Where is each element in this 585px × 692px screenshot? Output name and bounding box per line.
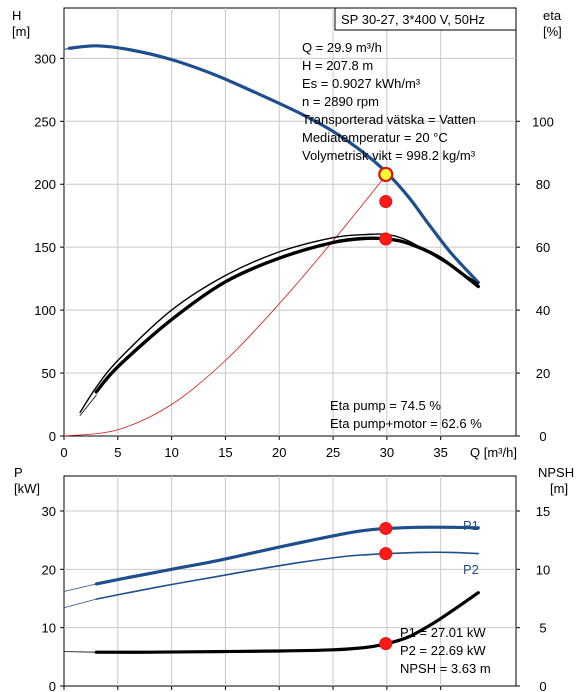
top-series-eta-pump-ext <box>79 394 97 416</box>
x-axis-label: Q [m³/h] <box>470 445 517 460</box>
bottom-right-axis-label-line2: [m] <box>550 481 568 496</box>
bottom-plot: 0 10 20 30 0 5 10 15 P [kW] NPSH [m] P1 P2 P1 =… <box>14 465 574 692</box>
left-tick-label: 20 <box>42 562 56 577</box>
top-series <box>63 44 480 437</box>
duty-temperature: Mediatemperatur = 20 °C <box>302 130 448 145</box>
legend-p2: P2 <box>463 562 479 577</box>
left-tick-label: 10 <box>42 621 56 636</box>
legend-p1: P1 <box>463 518 479 533</box>
right-tick-label: 20 <box>536 366 550 381</box>
right-tick-label: 80 <box>536 177 550 192</box>
x-tick-label: 5 <box>114 445 121 460</box>
x-tick-label: 25 <box>326 445 340 460</box>
top-series-head-extension <box>63 47 70 50</box>
top-left-axis-label-line2: [m] <box>12 24 30 39</box>
p2-value-text: P2 = 22.69 kW <box>400 643 486 658</box>
top-right-axis-label-line2: [%] <box>543 24 562 39</box>
right-tick-label: 0 <box>539 429 546 444</box>
right-tick-label: 5 <box>539 621 546 636</box>
top-series-eta-pump-motor <box>94 236 480 394</box>
eta-pump-text: Eta pump = 74.5 % <box>330 398 441 413</box>
top-plot: 0 5 10 15 20 25 30 35 0 50 100 150 200 250 300 0 20 40 60 8… <box>12 7 562 460</box>
left-tick-label: 50 <box>42 366 56 381</box>
top-series-eta-pump <box>79 233 479 414</box>
bottom-operating-point-1 <box>379 521 393 535</box>
right-tick-label: 60 <box>536 240 550 255</box>
top-right-axis-label-line1: eta <box>543 8 562 23</box>
bottom-series <box>63 525 480 654</box>
eta-info-block: Eta pump = 74.5 % Eta pump+motor = 62.6 … <box>330 398 482 431</box>
right-tick-label: 10 <box>536 562 550 577</box>
top-ticks: 0 5 10 15 20 25 30 35 0 50 100 150 200 250 300 0 20 40 60 8… <box>34 51 554 460</box>
eta-pump-motor-text: Eta pump+motor = 62.6 % <box>330 416 482 431</box>
bottom-operating-point-2 <box>379 547 393 561</box>
left-tick-label: 150 <box>34 240 56 255</box>
bottom-series-P2 <box>95 551 480 600</box>
top-operating-point-2 <box>379 195 393 209</box>
top-left-axis-label-line1: H <box>12 8 21 23</box>
power-info-block: P1 = 27.01 kW P2 = 22.69 kW NPSH = 3.63 … <box>400 625 491 676</box>
x-tick-label: 0 <box>60 445 67 460</box>
bottom-series-P1-ext <box>63 583 97 592</box>
duty-q: Q = 29.9 m³/h <box>302 40 382 55</box>
npsh-value-text: NPSH = 3.63 m <box>400 661 491 676</box>
duty-liquid: Transporterad vätska = Vatten <box>302 112 476 127</box>
left-tick-label: 200 <box>34 177 56 192</box>
p1-value-text: P1 = 27.01 kW <box>400 625 486 640</box>
title-box <box>334 7 517 31</box>
top-plot-frame <box>63 7 517 437</box>
duty-h: H = 207.8 m <box>302 58 373 73</box>
bottom-ticks: 0 10 20 30 0 5 10 15 <box>42 504 551 692</box>
left-tick-label: 250 <box>34 114 56 129</box>
duty-density: Volymetrisk vikt = 998.2 kg/m³ <box>302 148 476 163</box>
bottom-operating-points <box>379 521 393 651</box>
duty-n: n = 2890 rpm <box>302 94 379 109</box>
x-tick-label: 30 <box>380 445 394 460</box>
bottom-series-P2-ext <box>63 598 97 609</box>
left-tick-label: 0 <box>49 429 56 444</box>
top-operating-points <box>378 166 394 246</box>
bottom-series-P1 <box>94 525 480 586</box>
right-tick-label: 100 <box>532 114 554 129</box>
bottom-series-NPSH <box>94 591 480 654</box>
left-tick-label: 0 <box>49 679 56 692</box>
x-tick-label: 20 <box>272 445 286 460</box>
duty-info-block: Q = 29.9 m³/h H = 207.8 m Es = 0.9027 kW… <box>302 40 476 163</box>
x-tick-label: 10 <box>164 445 178 460</box>
bottom-right-axis-label-line1: NPSH <box>538 465 574 480</box>
bottom-operating-point-3 <box>379 637 393 651</box>
left-tick-label: 300 <box>34 51 56 66</box>
duty-es: Es = 0.9027 kWh/m³ <box>302 76 421 91</box>
bottom-left-axis-label-line1: P <box>14 465 23 480</box>
chart-title: SP 30-27, 3*400 V, 50Hz <box>341 12 485 27</box>
bottom-series-NPSH-ext <box>63 651 97 653</box>
right-tick-label: 40 <box>536 303 550 318</box>
top-operating-point-3 <box>379 232 393 246</box>
top-series-head <box>67 44 480 284</box>
left-tick-label: 30 <box>42 504 56 519</box>
x-tick-label: 35 <box>433 445 447 460</box>
right-tick-label: 0 <box>539 679 546 692</box>
left-tick-label: 100 <box>34 303 56 318</box>
bottom-left-axis-label-line2: [kW] <box>14 481 40 496</box>
top-operating-point-1 <box>378 166 394 183</box>
x-tick-label: 15 <box>218 445 232 460</box>
right-tick-label: 15 <box>536 504 550 519</box>
